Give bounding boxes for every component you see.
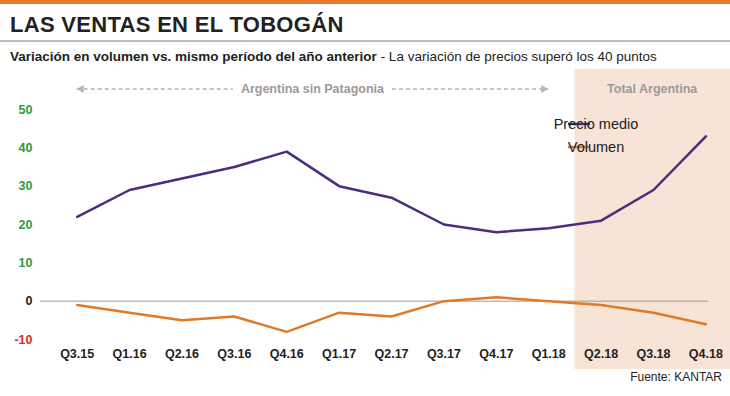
svg-text:Q3.17: Q3.17 bbox=[427, 347, 461, 361]
svg-text:-10: -10 bbox=[14, 333, 32, 347]
html-text:LAS VENTAS EN EL TOBOGÁN: LAS VENTAS EN EL TOBOGÁN bbox=[10, 12, 344, 37]
html-text:Variación en volumen vs. mismo: Variación en volumen vs. mismo período d… bbox=[10, 49, 657, 64]
svg-text:Q1.17: Q1.17 bbox=[322, 347, 356, 361]
svg-text:Q3.15: Q3.15 bbox=[60, 347, 94, 361]
svg-text:Q4.18: Q4.18 bbox=[689, 347, 723, 361]
svg-text:Volumen: Volumen bbox=[568, 139, 624, 155]
svg-text:Q4.16: Q4.16 bbox=[270, 347, 304, 361]
svg-text:Argentina sin Patagonia: Argentina sin Patagonia bbox=[241, 82, 385, 96]
svg-text:20: 20 bbox=[19, 218, 33, 232]
svg-text:Total Argentina: Total Argentina bbox=[607, 82, 698, 96]
svg-text:0: 0 bbox=[26, 294, 33, 308]
svg-text:40: 40 bbox=[19, 141, 33, 155]
svg-text:Q1.16: Q1.16 bbox=[113, 347, 147, 361]
svg-text:30: 30 bbox=[19, 179, 33, 193]
svg-text:Q3.18: Q3.18 bbox=[636, 347, 670, 361]
svg-text:Q2.16: Q2.16 bbox=[165, 347, 199, 361]
svg-text:10: 10 bbox=[19, 256, 33, 270]
svg-text:Precio medio: Precio medio bbox=[554, 116, 639, 132]
svg-text:Q2.17: Q2.17 bbox=[374, 347, 408, 361]
html-text:Fuente: KANTAR: Fuente: KANTAR bbox=[630, 370, 722, 384]
svg-text:Q3.16: Q3.16 bbox=[217, 347, 251, 361]
svg-text:50: 50 bbox=[19, 103, 33, 117]
svg-text:Q1.18: Q1.18 bbox=[532, 347, 566, 361]
svg-text:Q4.17: Q4.17 bbox=[479, 347, 513, 361]
svg-text:Q2.18: Q2.18 bbox=[584, 347, 618, 361]
